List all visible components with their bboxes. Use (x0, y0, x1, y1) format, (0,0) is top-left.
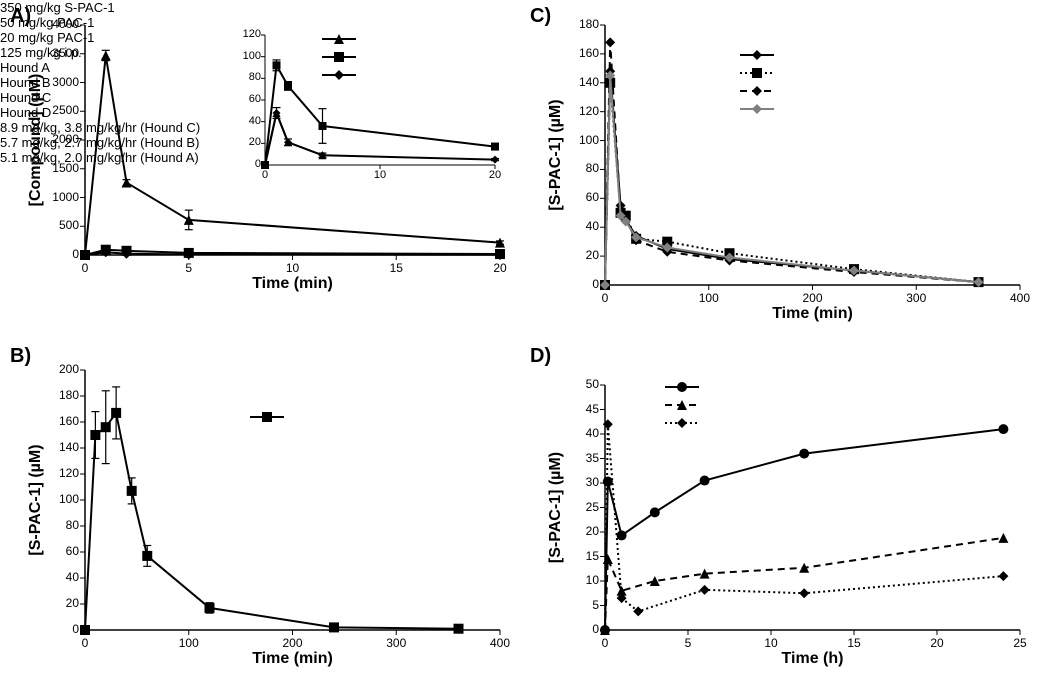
x-tick-label: 15 (834, 636, 874, 650)
x-tick-label: 10 (751, 636, 791, 650)
x-tick-label: 25 (1000, 636, 1040, 650)
y-axis-title: [S-PAC-1] (µM) (547, 385, 565, 630)
x-axis-title: Time (h) (605, 650, 1020, 668)
x-tick-label: 5 (668, 636, 708, 650)
x-tick-label: 0 (585, 636, 625, 650)
panel-D-svg (0, 0, 1050, 692)
panel-label-D: D) (530, 345, 551, 368)
figure-root: A)05101520050010001500200025003000350040… (0, 0, 1050, 692)
x-tick-label: 20 (917, 636, 957, 650)
